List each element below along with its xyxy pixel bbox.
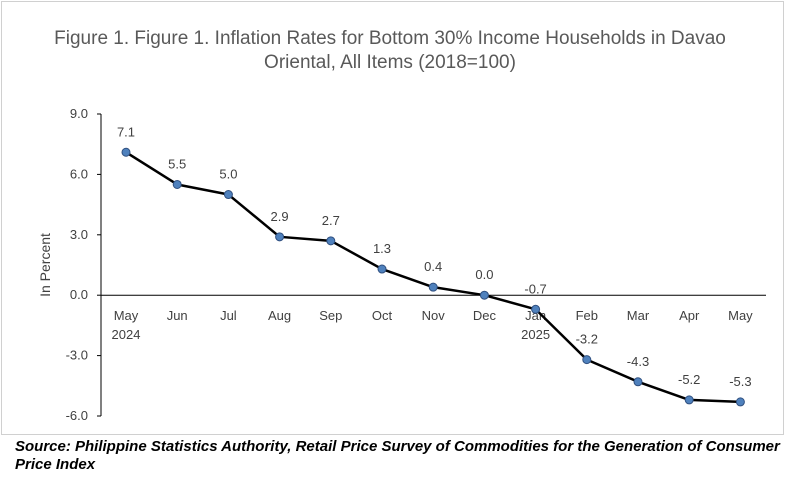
x-tick-label: Aug [268, 308, 291, 323]
data-point [428, 282, 438, 292]
data-label: 0.4 [424, 259, 442, 274]
data-label: 5.5 [168, 156, 186, 171]
data-label: -5.2 [678, 372, 700, 387]
x-tick-label: May 2024 [112, 308, 141, 342]
data-label: 2.7 [322, 213, 340, 228]
data-label: -4.3 [627, 354, 649, 369]
y-axis-label: In Percent [37, 233, 53, 297]
y-tick-label: -6.0 [66, 408, 88, 423]
data-point [326, 236, 336, 246]
data-point [479, 290, 489, 300]
x-tick-label: Nov [422, 308, 446, 323]
y-tick-label: 0.0 [70, 287, 88, 302]
data-label: 1.3 [373, 241, 391, 256]
data-label: 5.0 [219, 167, 237, 182]
x-tick-label: Feb [576, 308, 598, 323]
data-point [172, 179, 182, 189]
x-tick-label: Jul [220, 308, 237, 323]
data-point [582, 355, 592, 365]
data-label: -3.2 [576, 332, 598, 347]
data-point [684, 395, 694, 405]
y-tick-label: -3.0 [66, 348, 88, 363]
x-tick-label: Mar [627, 308, 650, 323]
data-label: -0.7 [524, 281, 546, 296]
y-tick-label: 9.0 [70, 106, 88, 121]
x-tick-label: Jun [167, 308, 188, 323]
data-point [377, 264, 387, 274]
data-point [121, 147, 131, 157]
x-tick-label: Oct [372, 308, 393, 323]
source-note: Source: Philippine Statistics Authority,… [15, 438, 780, 473]
x-tick-label: May [728, 308, 753, 323]
x-tick-label: Apr [679, 308, 700, 323]
x-tick-label: Jan 2025 [521, 308, 550, 342]
data-point [275, 232, 285, 242]
x-tick-label: Sep [319, 308, 342, 323]
y-tick-label: 6.0 [70, 166, 88, 181]
data-point [633, 377, 643, 387]
chart-frame [1, 1, 784, 435]
x-tick-label: Dec [473, 308, 497, 323]
y-tick-label: 3.0 [70, 227, 88, 242]
data-label: 7.1 [117, 124, 135, 139]
data-point [735, 397, 745, 407]
line-chart: 9.0 6.0 3.0 0.0 -3.0 -6.0 In Percent May 2024 Jun… [37, 106, 766, 423]
data-label: -5.3 [729, 374, 751, 389]
chart-title: Figure 1. Figure 1. Inflation Rates for … [54, 28, 726, 73]
data-label: 0.0 [475, 267, 493, 282]
data-point [223, 190, 233, 200]
data-label: 2.9 [271, 209, 289, 224]
data-point [531, 304, 541, 314]
